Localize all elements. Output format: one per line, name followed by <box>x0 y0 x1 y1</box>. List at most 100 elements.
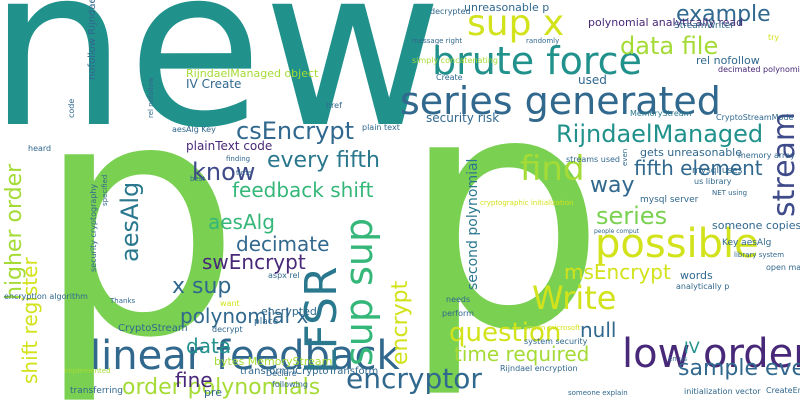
word-encrypted: CryptoStream <box>118 323 188 334</box>
word-rel-nofollow-v: nofollow Rijndael <box>87 0 98 80</box>
word-decimate: aesAlg <box>208 210 275 234</box>
word-want: decrypt <box>212 325 243 334</box>
word-msEncrypt: x sup <box>172 274 232 299</box>
word-encryptor: sample every <box>678 356 800 381</box>
word-decrypt: place <box>254 317 279 327</box>
word-sample-every: time required <box>454 342 590 366</box>
word-null: question <box>449 318 562 348</box>
word-nofollow-Rijndael: code <box>67 98 76 118</box>
word-security-cryptography: rel nofollow <box>147 77 155 118</box>
word-brute-force: brute force <box>432 39 642 83</box>
word-rel-nofollow: StreamWriter <box>674 21 735 31</box>
word-mysql-uses: memory array <box>738 151 795 160</box>
word-x-sup: possible <box>595 221 759 267</box>
word-cryptographic-initialization: people comput <box>594 228 640 235</box>
word-someone-explain: Rijndael encryption <box>500 364 578 373</box>
word-MemoryStream: decimated polynomial <box>718 65 800 74</box>
word-plainText-code: aesAlg Key <box>172 125 216 134</box>
word-polynomial-x: Write <box>532 279 617 317</box>
word-Write: msEncrypt <box>564 260 671 284</box>
word-initialization-vector: someone explain <box>568 389 628 397</box>
word-Thanks: want <box>220 299 240 308</box>
word-memory-array: streams used <box>566 155 620 164</box>
word-way: way <box>590 173 635 198</box>
word-encrypt: sup sup <box>337 217 381 366</box>
word-specified: security cryptography <box>89 183 98 272</box>
word-en-us: CreateEncryptor <box>766 386 800 395</box>
word-gets-unreasonable: plainText code <box>186 139 273 153</box>
word-time: best <box>190 175 206 183</box>
word-linear-feedback: null <box>580 318 617 342</box>
word-someone-copies: NET using <box>712 189 748 197</box>
word-order-polynomials: encryptor <box>346 362 482 395</box>
word-generated: specified <box>101 174 109 206</box>
word-fine: order polynomials <box>122 375 321 400</box>
word-second-polynomial: shift register <box>18 257 42 384</box>
word-higher-order: encrypt <box>388 280 413 365</box>
word-simply-concatenating: message right <box>412 37 463 45</box>
word-implemented: transferring <box>70 386 124 396</box>
word-RijndaelManaged-object: security risk <box>426 111 500 125</box>
word-even: heard <box>28 144 52 153</box>
word-system-security: perform <box>442 309 474 318</box>
word-RijndaelManaged: RijndaelManaged <box>556 120 764 148</box>
word-used: rel nofollow <box>696 54 760 67</box>
word-finding: time <box>236 169 252 177</box>
word-unreasonable-p: second polynomial <box>465 158 481 290</box>
word-aesAlg-Key: IV Create <box>186 77 242 91</box>
word-encryption-algorithm: implemented <box>64 367 111 375</box>
word-decimated-polynomial: used <box>578 73 607 87</box>
word-LFSR: fine <box>175 368 213 392</box>
word-us-library: mysql uses <box>692 166 743 176</box>
word-msdn-microsoft: en us <box>668 355 688 363</box>
word-Create: href <box>326 101 342 110</box>
word-Declare: pre <box>204 386 223 399</box>
word-heard: finding <box>226 155 251 163</box>
word-new: new <box>0 0 443 176</box>
word-StreamWriter: polynomial analytically read <box>588 16 744 29</box>
word-series: decimate <box>236 232 330 256</box>
word-message-right: randomly <box>526 37 560 45</box>
word-CreateEncryptor: initialization vector <box>684 387 761 396</box>
word-question: polynomial x <box>180 304 309 328</box>
word-try: decrypted <box>430 7 471 16</box>
word-possible: swEncrypt <box>202 250 306 274</box>
word-feedback-shift: feedback shift <box>232 178 374 202</box>
word-aspx-rel: encryption algorithm <box>4 292 88 301</box>
word-Rijndael-encryption: system security <box>524 337 588 346</box>
word-swEncrypt: series <box>596 202 668 230</box>
word-polynomial-analytically-read: unreasonable p <box>464 1 550 14</box>
word-data: linear feedback <box>90 333 400 379</box>
word-CryptoStream: bytes MemoryStream <box>214 355 333 368</box>
word-open-machine: library system <box>734 251 785 259</box>
word-following: Declare <box>266 369 297 378</box>
word-library-system: Key aesAlg <box>722 238 772 248</box>
word-time-required: IV <box>684 338 700 357</box>
word-CryptoStreamMode: MemoryStream <box>630 109 692 118</box>
word-csEncrypt: csEncrypt <box>236 117 354 145</box>
word-bytes-MemoryStream: analytically p <box>676 282 730 291</box>
word-example: example <box>676 2 771 27</box>
word-streams-used: gets unreasonable <box>640 146 743 159</box>
word-plain-text: cryptographic initialization <box>480 199 574 207</box>
word-randomly: Create <box>436 73 463 82</box>
word-decrypted: simply concatenating <box>412 56 498 65</box>
word-words: open machine <box>766 263 800 272</box>
word-IV: low order <box>622 331 800 377</box>
word-security-risk: CryptoStreamMode <box>716 113 794 122</box>
word-pre: transform ICryptoTransform <box>240 366 379 377</box>
word-analytically-p: words <box>680 269 713 282</box>
word-low-order: data <box>186 334 232 358</box>
word-NET-using: mysql server <box>640 195 699 205</box>
word-data-file: data file <box>620 32 719 60</box>
word-code: even <box>621 148 629 166</box>
word-series-generated: series generated <box>400 79 721 123</box>
word-mysql-server: us library <box>694 177 732 186</box>
word-transform-ICryptoTransform: Thanks <box>110 297 136 305</box>
word-best: try <box>768 33 780 42</box>
word-Key-aesAlg: someone copies <box>712 219 800 232</box>
word-href: plain text <box>362 123 400 132</box>
word-know: know <box>192 158 256 186</box>
word-sup-x: sup x <box>467 3 565 44</box>
